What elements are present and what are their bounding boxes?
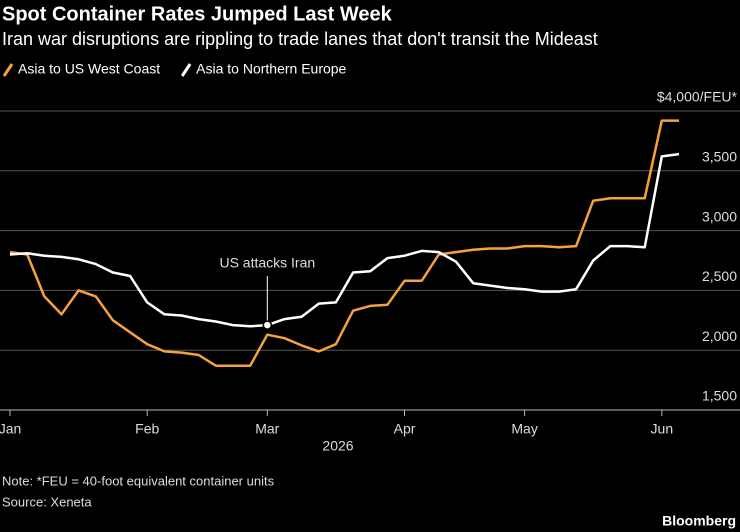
x-axis-label: 2026 — [322, 438, 353, 454]
chart-subtitle: Iran war disruptions are rippling to tra… — [2, 29, 598, 49]
annotation-marker — [262, 320, 273, 330]
legend-swatch — [2, 63, 14, 77]
series-line — [9, 119, 679, 367]
chart-title: Spot Container Rates Jumped Last Week — [2, 3, 393, 25]
y-tick-label: 3,000 — [702, 208, 737, 224]
y-tick-label: $4,000/FEU* — [657, 89, 738, 105]
x-tick-label: May — [511, 421, 537, 437]
x-tick-label: Apr — [394, 421, 416, 437]
y-tick-label: 1,500 — [702, 388, 737, 404]
legend-swatch — [180, 63, 192, 77]
x-tick-label: Feb — [135, 421, 159, 437]
note: Note: *FEU = 40-foot equivalent containe… — [2, 473, 275, 488]
legend-label: Asia to US West Coast — [18, 61, 160, 77]
x-tick-label: Mar — [255, 421, 279, 437]
brand: Bloomberg — [662, 513, 736, 529]
source: Source: Xeneta — [2, 494, 92, 509]
series-line — [9, 152, 680, 328]
annotation-text: US attacks Iran — [219, 255, 315, 271]
y-tick-label: 2,000 — [702, 328, 737, 344]
legend-label: Asia to Northern Europe — [196, 61, 346, 77]
y-tick-label: 3,500 — [702, 149, 737, 165]
y-tick-label: 2,500 — [702, 268, 737, 284]
x-tick-label: Jun — [651, 421, 674, 437]
x-tick-label: Jan — [0, 421, 21, 437]
